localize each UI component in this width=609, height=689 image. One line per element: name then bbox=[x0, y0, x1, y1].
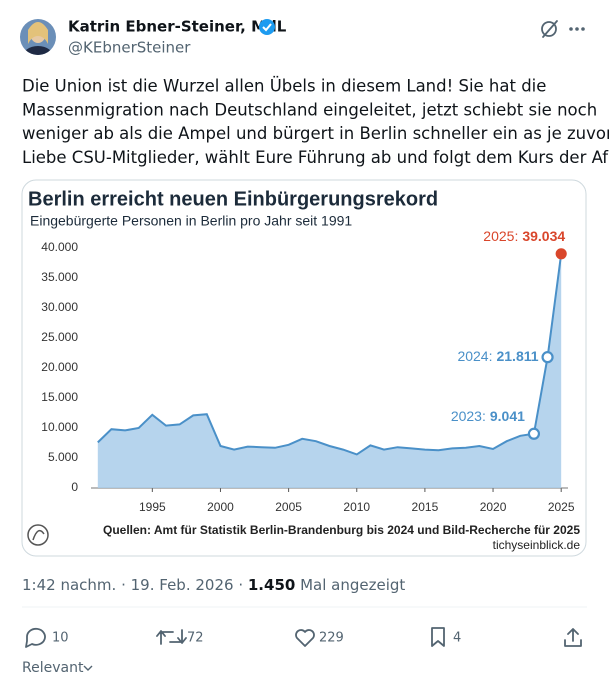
like-button[interactable]: 229 bbox=[295, 629, 344, 647]
tweet-text-line: Massenmigration nach Deutschland eingele… bbox=[22, 100, 597, 119]
view-count: 1.450 bbox=[248, 576, 295, 594]
x-tick-label: 2010 bbox=[343, 500, 370, 514]
x-tick-label: 2020 bbox=[480, 500, 507, 514]
chart-subtitle: Eingebürgerte Personen in Berlin pro Jah… bbox=[30, 213, 352, 229]
grok-icon[interactable] bbox=[541, 20, 558, 38]
y-tick-label: 15.000 bbox=[41, 390, 78, 404]
y-tick-label: 35.000 bbox=[41, 270, 78, 284]
chart-title: Berlin erreicht neuen Einbürgerungsrekor… bbox=[28, 188, 438, 210]
point-label-value: 21.811 bbox=[496, 348, 538, 364]
repost-button[interactable]: 72 bbox=[156, 629, 204, 646]
x-tick-label: 2025 bbox=[548, 500, 575, 514]
x-tick-label: 2005 bbox=[275, 500, 302, 514]
data-point bbox=[527, 427, 541, 440]
x-tick-label: 1995 bbox=[139, 500, 166, 514]
point-label-year: 2024: bbox=[457, 348, 492, 364]
repost-count: 72 bbox=[187, 631, 204, 646]
point-label-value: 9.041 bbox=[490, 407, 525, 423]
sort-menu[interactable]: Relevant bbox=[22, 660, 93, 676]
y-tick-label: 30.000 bbox=[41, 300, 78, 314]
point-label: 2025: 39.034 bbox=[483, 227, 565, 243]
y-tick-label: 20.000 bbox=[41, 360, 78, 374]
point-label-year: 2023: bbox=[451, 407, 486, 423]
share-button[interactable] bbox=[564, 628, 582, 647]
tweet-text-line: weniger ab als die Ampel und bürgert in … bbox=[22, 124, 609, 143]
tweet-text-line: Liebe CSU-Mitglieder, wählt Eure Führung… bbox=[22, 148, 609, 167]
x-tick-label: 2015 bbox=[412, 500, 439, 514]
reply-count: 10 bbox=[52, 631, 69, 646]
bookmark-button[interactable]: 4 bbox=[431, 627, 461, 647]
publisher-logo bbox=[27, 524, 49, 546]
point-label-year: 2025: bbox=[483, 227, 518, 243]
time[interactable]: 1:42 nachm. bbox=[22, 576, 116, 594]
author-name[interactable]: Katrin Ebner-Steiner, MdL bbox=[68, 18, 287, 36]
more-button[interactable] bbox=[569, 27, 585, 31]
y-tick-label: 40.000 bbox=[41, 240, 78, 254]
chart-source: Quellen: Amt für Statistik Berlin-Brande… bbox=[103, 523, 580, 537]
point-label-value: 39.034 bbox=[522, 227, 565, 243]
y-tick-label: 10.000 bbox=[41, 420, 78, 434]
point-label: 2024: 21.811 bbox=[457, 348, 538, 364]
x-tick-label: 2000 bbox=[207, 500, 234, 514]
separator: · bbox=[121, 576, 126, 594]
separator: · bbox=[238, 576, 243, 594]
avatar[interactable] bbox=[20, 19, 56, 70]
views-label: Mal angezeigt bbox=[300, 576, 405, 594]
point-label: 2023: 9.041 bbox=[451, 407, 525, 423]
y-tick-label: 5.000 bbox=[48, 450, 78, 464]
tweet-text-line: Die Union ist die Wurzel allen Übels in … bbox=[22, 77, 546, 96]
sort-label: Relevant bbox=[22, 660, 84, 676]
data-point bbox=[541, 351, 554, 364]
reply-button[interactable]: 10 bbox=[25, 627, 69, 648]
date[interactable]: 19. Feb. 2026 bbox=[131, 576, 234, 594]
y-tick-label: 25.000 bbox=[41, 330, 78, 344]
handle[interactable]: @KEbnerSteiner bbox=[68, 39, 191, 57]
data-point bbox=[555, 248, 567, 260]
bookmark-count: 4 bbox=[453, 631, 461, 646]
y-tick-label: 0 bbox=[71, 480, 78, 494]
publisher: tichyseinblick.de bbox=[493, 538, 581, 552]
like-count: 229 bbox=[319, 631, 344, 646]
line bbox=[97, 253, 563, 456]
area bbox=[97, 253, 562, 488]
verified-badge bbox=[259, 19, 275, 35]
meta-row: 1:42 nachm. · 19. Feb. 2026 · 1.450 Mal … bbox=[22, 576, 405, 594]
